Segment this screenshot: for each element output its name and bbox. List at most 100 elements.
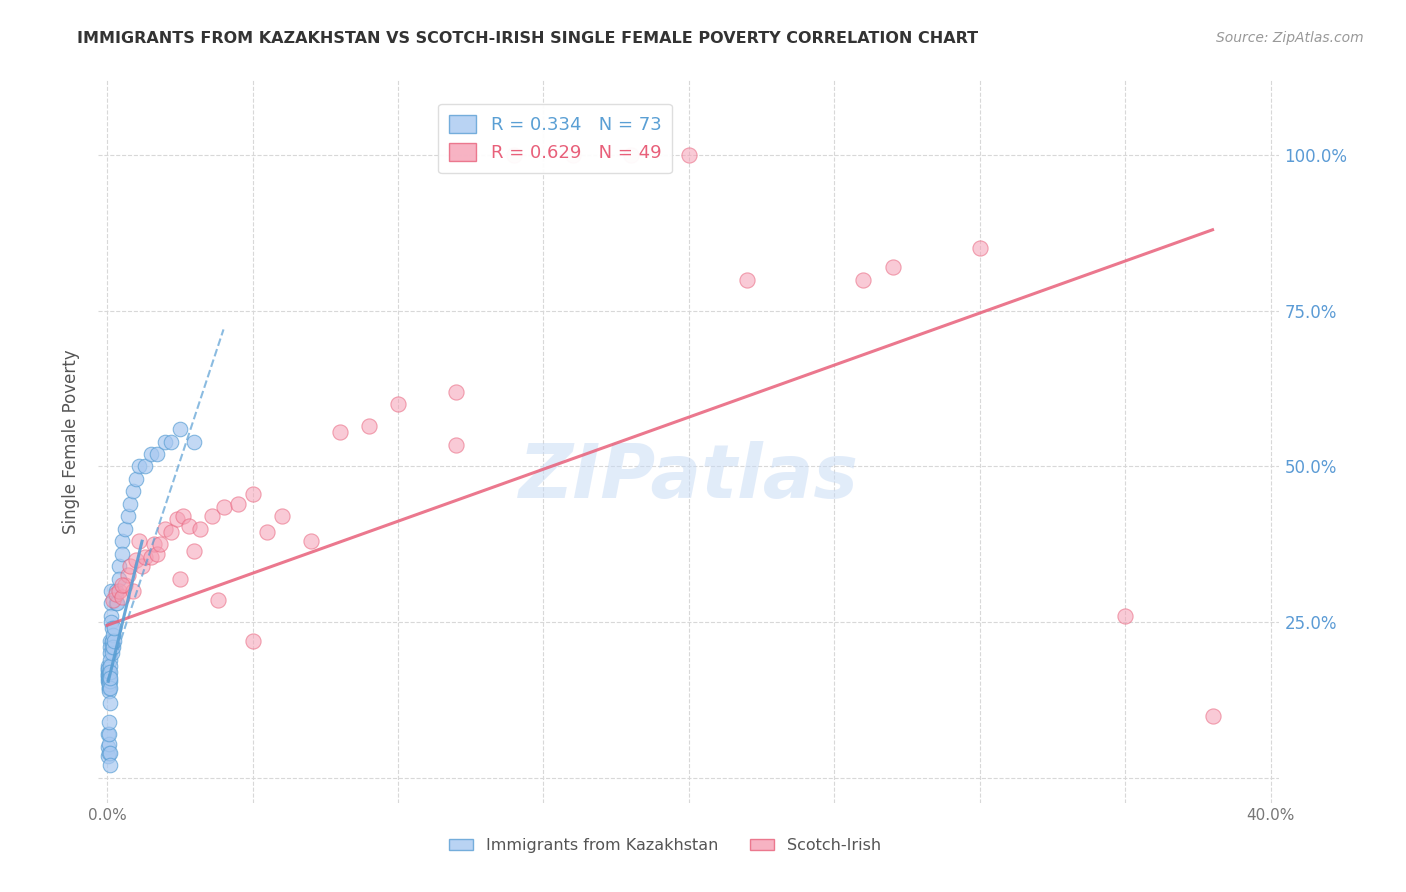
Point	[104, 584, 127, 599]
Point	[97, 671, 120, 685]
Point	[114, 578, 136, 592]
Point	[97, 746, 120, 760]
Point	[969, 242, 991, 256]
Point	[678, 148, 700, 162]
Point	[97, 674, 120, 689]
Point	[97, 671, 120, 685]
Point	[122, 584, 145, 599]
Point	[98, 646, 121, 660]
Point	[100, 621, 122, 635]
Point	[107, 584, 129, 599]
Point	[98, 671, 121, 685]
Point	[155, 434, 177, 449]
Point	[98, 681, 121, 695]
Point	[148, 537, 170, 551]
Point	[97, 681, 120, 695]
Point	[503, 148, 526, 162]
Point	[107, 572, 129, 586]
Point	[160, 434, 183, 449]
Point	[101, 593, 124, 607]
Point	[117, 568, 139, 582]
Point	[242, 633, 264, 648]
Point	[98, 671, 121, 685]
Point	[97, 662, 120, 676]
Point	[134, 459, 156, 474]
Point	[111, 591, 134, 605]
Point	[100, 633, 122, 648]
Point	[98, 658, 121, 673]
Point	[117, 509, 139, 524]
Point	[139, 549, 162, 564]
Point	[104, 597, 127, 611]
Point	[97, 668, 120, 682]
Point	[101, 640, 124, 654]
Point	[100, 615, 122, 630]
Point	[145, 547, 167, 561]
Point	[1201, 708, 1223, 723]
Point	[98, 665, 121, 679]
Point	[169, 572, 191, 586]
Y-axis label: Single Female Poverty: Single Female Poverty	[62, 350, 80, 533]
Point	[201, 509, 224, 524]
Point	[97, 739, 120, 754]
Point	[98, 696, 121, 710]
Point	[226, 497, 249, 511]
Text: Source: ZipAtlas.com: Source: ZipAtlas.com	[1216, 31, 1364, 45]
Point	[256, 524, 278, 539]
Point	[125, 553, 148, 567]
Point	[139, 447, 162, 461]
Point	[134, 549, 156, 564]
Point	[188, 522, 211, 536]
Point	[212, 500, 235, 514]
Point	[104, 587, 127, 601]
Point	[299, 534, 322, 549]
Point	[120, 559, 142, 574]
Point	[107, 559, 129, 574]
Point	[145, 447, 167, 461]
Point	[111, 547, 134, 561]
Point	[97, 668, 120, 682]
Text: IMMIGRANTS FROM KAZAKHSTAN VS SCOTCH-IRISH SINGLE FEMALE POVERTY CORRELATION CHA: IMMIGRANTS FROM KAZAKHSTAN VS SCOTCH-IRI…	[77, 31, 979, 46]
Point	[103, 621, 125, 635]
Point	[131, 559, 153, 574]
Point	[357, 419, 380, 434]
Point	[852, 272, 875, 286]
Point	[561, 148, 583, 162]
Point	[97, 665, 120, 679]
Point	[111, 578, 134, 592]
Point	[98, 633, 121, 648]
Point	[444, 437, 467, 451]
Point	[122, 484, 145, 499]
Point	[882, 260, 904, 274]
Point	[98, 681, 121, 695]
Point	[1114, 609, 1136, 624]
Point	[100, 597, 122, 611]
Point	[735, 272, 758, 286]
Point	[128, 459, 150, 474]
Point	[620, 148, 643, 162]
Point	[98, 714, 121, 729]
Point	[98, 674, 121, 689]
Point	[98, 640, 121, 654]
Point	[387, 397, 409, 411]
Legend: Immigrants from Kazakhstan, Scotch-Irish: Immigrants from Kazakhstan, Scotch-Irish	[443, 832, 887, 860]
Point	[155, 522, 177, 536]
Point	[177, 518, 200, 533]
Point	[98, 727, 121, 741]
Point	[160, 524, 183, 539]
Point	[97, 674, 120, 689]
Point	[97, 737, 120, 751]
Point	[172, 509, 194, 524]
Point	[169, 422, 191, 436]
Point	[103, 633, 125, 648]
Point	[98, 758, 121, 772]
Point	[97, 662, 120, 676]
Point	[207, 593, 229, 607]
Point	[242, 487, 264, 501]
Point	[97, 727, 120, 741]
Point	[183, 543, 205, 558]
Point	[125, 472, 148, 486]
Point	[128, 534, 150, 549]
Point	[101, 646, 124, 660]
Point	[100, 609, 122, 624]
